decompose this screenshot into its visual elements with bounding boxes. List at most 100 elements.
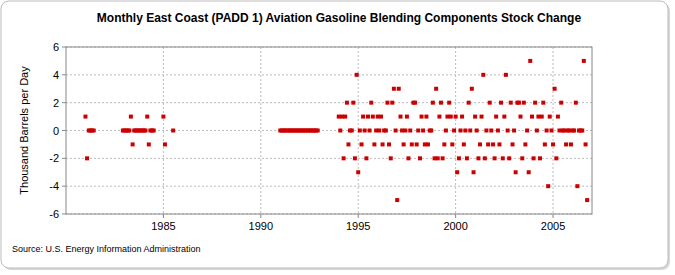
point [527, 170, 531, 174]
point [143, 129, 147, 133]
chart: Monthly East Coast (PADD 1) Aviation Gas… [0, 0, 675, 275]
point [384, 129, 388, 133]
point [127, 129, 131, 133]
point [556, 115, 560, 119]
point [338, 129, 342, 133]
point [439, 101, 443, 105]
tick-label-x: 1985 [151, 220, 175, 232]
tick-label-y: -2 [49, 152, 59, 164]
point [535, 129, 539, 133]
point [486, 142, 490, 146]
point [152, 129, 156, 133]
point [405, 115, 409, 119]
point [355, 73, 359, 77]
point [350, 129, 354, 133]
point [463, 129, 467, 133]
plot-frame [66, 47, 592, 214]
tick-label-y: 4 [53, 69, 59, 81]
point [491, 142, 495, 146]
point [462, 142, 466, 146]
point [131, 142, 135, 146]
point [343, 115, 347, 119]
point [416, 129, 420, 133]
point [480, 115, 484, 119]
tick-label-y: 0 [53, 125, 59, 137]
point [408, 129, 412, 133]
point [569, 142, 573, 146]
tick-label-x: 1995 [346, 220, 370, 232]
point [478, 142, 482, 146]
point [421, 129, 425, 133]
tick-label-y: 6 [53, 41, 59, 53]
point [470, 87, 474, 91]
point [83, 115, 87, 119]
point [364, 156, 368, 160]
tick-label-x: 2000 [443, 220, 467, 232]
point [161, 115, 165, 119]
point [501, 156, 505, 160]
point [356, 170, 360, 174]
point [493, 156, 497, 160]
point [450, 142, 454, 146]
point [538, 156, 542, 160]
point [522, 101, 526, 105]
tick-y [62, 102, 66, 103]
point [389, 156, 393, 160]
point [351, 101, 355, 105]
tick-label-y: 2 [53, 97, 59, 109]
point [397, 87, 401, 91]
point [379, 115, 383, 119]
tick-y [62, 74, 66, 75]
point [434, 87, 438, 91]
point [504, 73, 508, 77]
point [509, 101, 513, 105]
point [358, 129, 362, 133]
point [368, 129, 372, 133]
point [546, 184, 550, 188]
point [532, 156, 536, 160]
tick-label-y: -6 [49, 208, 59, 220]
tick-y [62, 158, 66, 159]
point [360, 142, 364, 146]
tick-y [62, 214, 66, 215]
point [444, 129, 448, 133]
point [548, 115, 552, 119]
point [554, 156, 558, 160]
point [467, 101, 471, 105]
point [553, 87, 557, 91]
point [147, 142, 151, 146]
point [403, 129, 407, 133]
point [377, 129, 381, 133]
point [481, 73, 485, 77]
grid-line-y [66, 74, 592, 75]
point [564, 142, 568, 146]
point [447, 101, 451, 105]
point [551, 142, 555, 146]
point [574, 101, 578, 105]
tick-label-x: 2005 [541, 220, 565, 232]
point [353, 156, 357, 160]
point [528, 59, 532, 63]
point [385, 101, 389, 105]
point [533, 101, 537, 105]
point [523, 142, 527, 146]
point [496, 129, 500, 133]
point [585, 198, 589, 202]
point [457, 156, 461, 160]
point [429, 129, 433, 133]
point [572, 129, 576, 133]
point [483, 156, 487, 160]
point [473, 115, 477, 119]
point [372, 142, 376, 146]
point [545, 129, 549, 133]
tick-x [163, 214, 164, 218]
point [484, 129, 488, 133]
tick-label-x: 1990 [249, 220, 273, 232]
grid-line-x [163, 47, 164, 214]
point [371, 115, 375, 119]
point [497, 142, 501, 146]
tick-x [358, 214, 359, 218]
point [390, 101, 394, 105]
grid-line-y [66, 186, 592, 187]
point [145, 115, 149, 119]
